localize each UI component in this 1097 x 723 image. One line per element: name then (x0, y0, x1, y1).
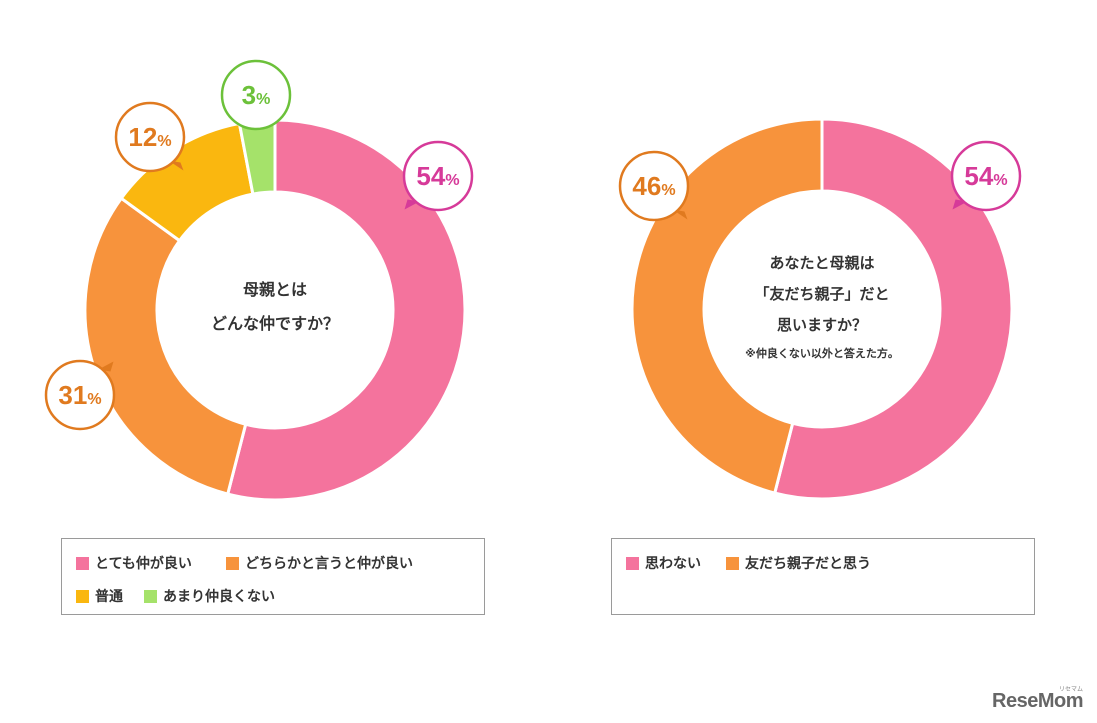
legend-label: どちらかと言うと仲が良い (245, 556, 413, 572)
data-label-percent: % (256, 91, 270, 108)
data-label-percent: % (157, 133, 171, 150)
data-label: 3% (242, 80, 271, 110)
data-label-value: 12 (128, 122, 157, 152)
legend-swatch (76, 556, 89, 570)
data-label: 54% (964, 161, 1007, 191)
data-label-value: 54 (416, 161, 445, 191)
center-title-line: どんな仲ですか？ (211, 314, 339, 333)
callout-bubble (618, 150, 690, 222)
legend-label: 思わない (645, 556, 701, 572)
data-label-percent: % (661, 182, 675, 199)
center-title-line: 「友だち親子」だと (754, 285, 889, 303)
data-label-percent: % (993, 172, 1007, 189)
callout-bubble (220, 59, 292, 131)
center-title-line: 思いますか？ (777, 316, 867, 334)
legend-swatch (144, 589, 157, 603)
center-title-line: あなたと母親は (769, 254, 874, 272)
legend-item-very-good: とても仲が良い (76, 553, 192, 573)
legend-item-normal: 普通 (76, 586, 123, 606)
watermark-sub: リセマム (1058, 686, 1083, 693)
legend-label: 友だち親子だと思う (745, 556, 871, 572)
legend-label: あまり仲良くない (163, 589, 275, 605)
legend-swatch (726, 556, 739, 570)
callout-bubble (402, 140, 474, 212)
legend-relationship: とても仲が良い どちらかと言うと仲が良い 普通 あまり仲良くない (61, 538, 485, 615)
legend-label: とても仲が良い (95, 556, 192, 572)
data-label: 12% (128, 122, 171, 152)
data-label-percent: % (87, 391, 101, 408)
legend-friend-parent: 思わない 友だち親子だと思う (611, 538, 1035, 615)
data-label: 46% (632, 171, 675, 201)
data-label-percent: % (445, 172, 459, 189)
legend-swatch (226, 556, 239, 570)
center-title-line: 母親とは (243, 280, 307, 299)
data-label-value: 46 (632, 171, 661, 201)
data-label-value: 3 (242, 80, 256, 110)
legend-item-not-good: あまり仲良くない (144, 586, 275, 606)
callout-bubble (114, 101, 186, 173)
callout-bubble (44, 359, 116, 431)
data-label-value: 31 (58, 380, 87, 410)
legend-item-somewhat-good: どちらかと言うと仲が良い (226, 553, 413, 573)
watermark-logo: ReseMom (992, 690, 1083, 712)
center-note: ※仲良くない以外と答えた方。 (745, 346, 899, 360)
data-label: 31% (58, 380, 101, 410)
legend-swatch (76, 589, 89, 603)
legend-item-dont-think: 思わない (626, 553, 701, 573)
data-label-value: 54 (964, 161, 993, 191)
data-label: 54% (416, 161, 459, 191)
donut-chart-friend-parent: 54%46%あなたと母親は「友だち親子」だと思いますか？※仲良くない以外と答えた… (618, 117, 1022, 501)
donut-slice (83, 196, 248, 496)
legend-item-think-so: 友だち親子だと思う (726, 553, 871, 573)
callout-bubble (950, 140, 1022, 212)
legend-label: 普通 (95, 589, 123, 605)
legend-swatch (626, 556, 639, 570)
